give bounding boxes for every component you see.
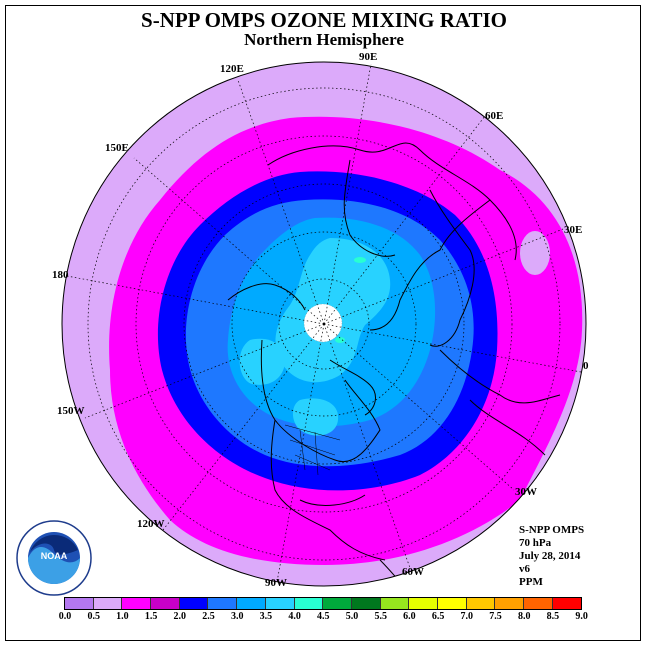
colorbar-segment (122, 598, 152, 609)
colorbar-segment (65, 598, 94, 609)
colorbar-segment (351, 598, 381, 609)
graticule (66, 63, 582, 583)
colorbar-tick: 6.5 (431, 611, 445, 622)
colorbar-segment (151, 598, 180, 609)
colorbar-tick: 3.5 (259, 611, 273, 622)
plot-frame (5, 5, 641, 641)
info-block: S-NPP OMPS 70 hPa July 28, 2014 v6 PPM (519, 524, 584, 589)
low-patch (520, 231, 550, 275)
colorbar-tick: 7.5 (489, 611, 502, 622)
lon-label-150w: 150W (57, 405, 85, 417)
state-borders (284, 424, 341, 476)
colorbar-segment (409, 598, 438, 609)
colorbar (64, 597, 583, 610)
colorbar-segment (208, 598, 238, 609)
colorbar-tick: 8.0 (517, 611, 531, 622)
colorbar-segment (466, 598, 496, 609)
info-date: July 28, 2014 (519, 550, 581, 562)
colorbar-segment (323, 598, 352, 609)
lon-label-120e: 120E (220, 63, 244, 75)
colorbar-segment (237, 598, 266, 609)
band-4-0-patch-2 (335, 337, 345, 343)
colorbar-tick: 2.0 (173, 611, 187, 622)
colorbar-segment (380, 598, 410, 609)
colorbar-segment (265, 598, 295, 609)
lon-label-90e: 90E (359, 51, 378, 63)
colorbar-segment (495, 598, 524, 609)
colorbar-tick: 4.0 (288, 611, 301, 622)
colorbar-tick: 7.0 (460, 611, 474, 622)
lon-label-150e: 150E (105, 142, 129, 154)
colorbar-segment (179, 598, 209, 609)
lon-label-30e: 30E (564, 224, 583, 236)
colorbar-segment (294, 598, 324, 609)
lon-label-180: 180 (52, 269, 69, 281)
colorbar-tick: 1.0 (116, 611, 129, 622)
colorbar-tick: 0.0 (58, 611, 72, 622)
lon-label-120w: 120W (137, 518, 165, 530)
band-3-5-4-0-b (239, 338, 285, 385)
lon-label-90w: 90W (265, 577, 287, 589)
colorbar-tick: 5.0 (345, 611, 359, 622)
map-subtitle: Northern Hemisphere (244, 30, 404, 49)
info-level: 70 hPa (519, 537, 552, 549)
colorbar-tick: 9.0 (575, 611, 588, 622)
colorbar-tick: 3.0 (230, 611, 244, 622)
colorbar-segment (524, 598, 553, 609)
colorbar-tick: 4.5 (317, 611, 330, 622)
lon-label-30w: 30W (515, 486, 537, 498)
colorbar-tick: 1.5 (144, 611, 158, 622)
logo-text: NOAA (41, 551, 68, 561)
colorbar-tick: 8.5 (546, 611, 560, 622)
colorbar-tick: 0.5 (87, 611, 100, 622)
colorbar-tick: 2.5 (202, 611, 215, 622)
lon-label-60e: 60E (485, 110, 504, 122)
colorbar-tick: 5.5 (374, 611, 387, 622)
lon-label-60w: 60W (402, 566, 424, 578)
colorbar-segment (552, 598, 582, 609)
info-version: v6 (519, 563, 530, 575)
colorbar-segment (437, 598, 467, 609)
band-4-0-patch (354, 257, 366, 263)
noaa-logo: NOAA (16, 520, 92, 596)
map-title: S-NPP OMPS OZONE MIXING RATIO (141, 8, 507, 32)
colorbar-segment (93, 598, 123, 609)
colorbar-tick: 6.0 (403, 611, 416, 622)
info-units: PPM (519, 576, 543, 588)
band-3-5-4-0-c (292, 398, 339, 436)
lon-label-0: 0 (583, 360, 589, 372)
info-instrument: S-NPP OMPS (519, 524, 585, 536)
map-boundary (61, 61, 587, 587)
